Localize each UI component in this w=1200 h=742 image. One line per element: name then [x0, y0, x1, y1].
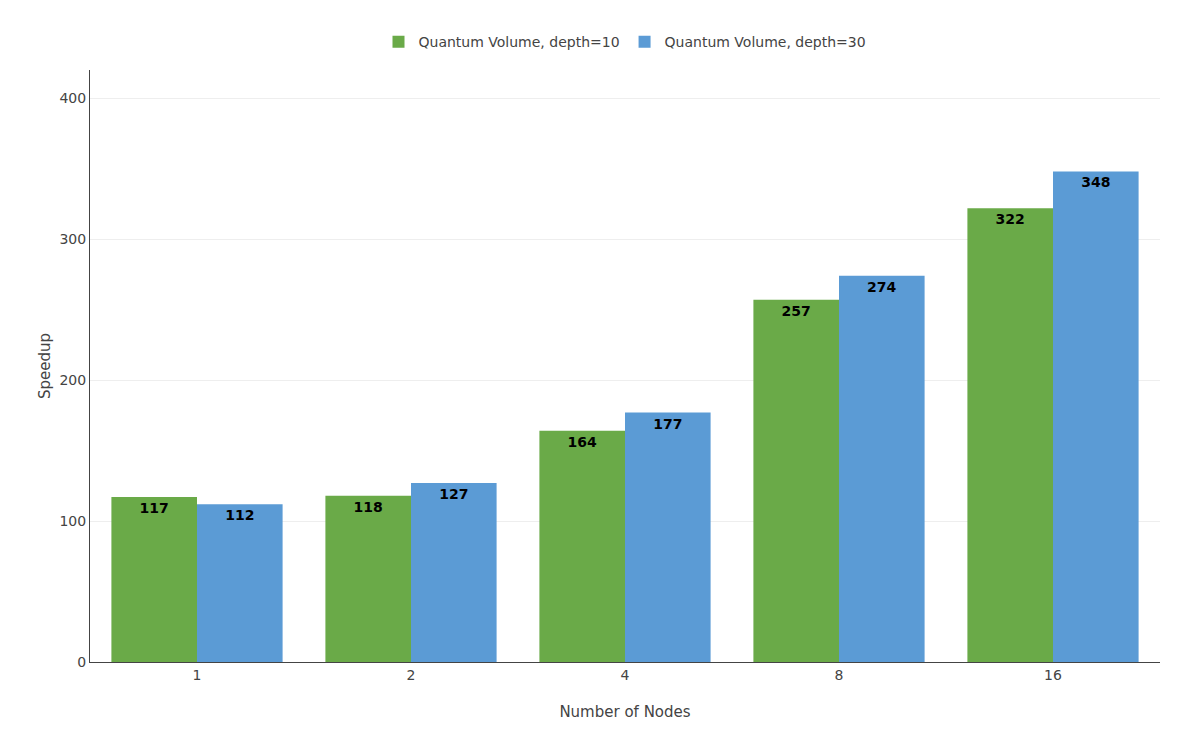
svg-text:8: 8	[835, 667, 844, 683]
svg-text:118: 118	[354, 499, 383, 515]
svg-text:112: 112	[225, 507, 254, 523]
svg-text:Quantum Volume, depth=10: Quantum Volume, depth=10	[419, 34, 620, 50]
svg-text:348: 348	[1081, 174, 1110, 190]
svg-text:Number of Nodes: Number of Nodes	[559, 703, 690, 721]
svg-text:274: 274	[867, 279, 896, 295]
svg-text:322: 322	[996, 211, 1025, 227]
svg-text:0: 0	[77, 654, 86, 670]
svg-text:100: 100	[59, 513, 86, 529]
svg-text:2: 2	[407, 667, 416, 683]
svg-text:164: 164	[567, 434, 596, 450]
svg-text:Speedup: Speedup	[36, 333, 54, 399]
svg-text:200: 200	[59, 372, 86, 388]
svg-text:1: 1	[193, 667, 202, 683]
svg-text:16: 16	[1044, 667, 1062, 683]
svg-text:300: 300	[59, 231, 86, 247]
svg-text:127: 127	[439, 486, 468, 502]
svg-text:117: 117	[140, 500, 169, 516]
svg-text:4: 4	[621, 667, 630, 683]
svg-text:400: 400	[59, 90, 86, 106]
svg-text:257: 257	[782, 303, 811, 319]
svg-text:177: 177	[653, 416, 682, 432]
svg-text:Quantum Volume, depth=30: Quantum Volume, depth=30	[665, 34, 866, 50]
